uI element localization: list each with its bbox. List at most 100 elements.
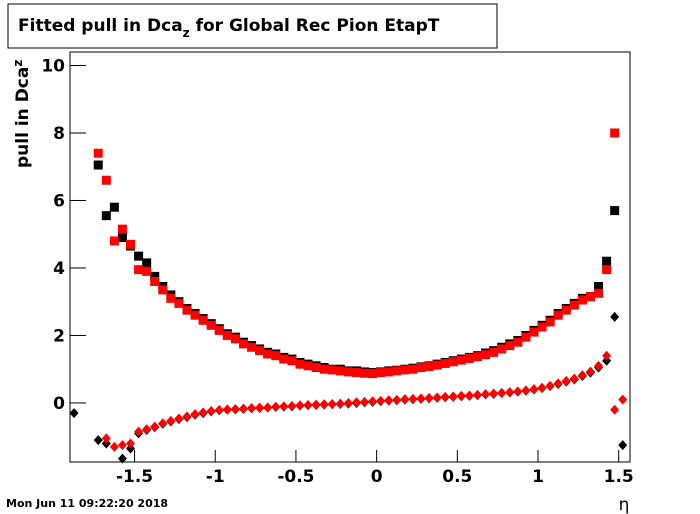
diamond-marker	[618, 394, 628, 405]
x-tick-label: -1.5	[116, 467, 153, 487]
diamond-marker	[327, 398, 337, 409]
square-marker	[537, 322, 547, 332]
square-marker	[553, 310, 563, 320]
y-label-sub: z	[11, 60, 25, 67]
chart-title: Fitted pull in Dcaz for Global Rec Pion …	[18, 16, 440, 40]
diamond-marker	[319, 399, 329, 410]
square-marker	[158, 285, 168, 295]
diamond-marker	[182, 411, 192, 422]
diamond-marker	[577, 370, 587, 381]
square-marker	[360, 368, 370, 378]
diamond-marker	[521, 385, 531, 396]
diamond-marker	[134, 426, 144, 437]
diamond-marker	[432, 392, 442, 403]
diamond-marker	[424, 392, 434, 403]
square-marker	[545, 317, 555, 327]
diamond-marker	[287, 400, 297, 411]
diamond-marker	[263, 402, 273, 413]
square-marker	[287, 356, 297, 366]
square-marker	[481, 350, 491, 360]
square-marker	[440, 358, 450, 368]
square-marker	[279, 354, 289, 364]
diamond-marker	[101, 433, 111, 444]
square-marker	[610, 128, 620, 138]
square-marker	[255, 346, 265, 356]
square-marker	[93, 148, 103, 158]
square-marker	[392, 366, 402, 376]
square-marker	[376, 368, 386, 378]
diamond-marker	[343, 397, 353, 408]
square-marker	[505, 341, 515, 351]
square-marker	[327, 365, 337, 375]
title-rest: for Global Rec Pion EtapT	[190, 16, 440, 36]
square-marker	[368, 369, 378, 379]
square-marker	[513, 337, 523, 347]
square-marker	[101, 211, 111, 221]
square-marker	[561, 305, 571, 315]
y-label-main: pull in Dca	[13, 67, 33, 168]
diamond-marker	[360, 396, 370, 407]
plot-area: -1.5 -1 -0.5 0 0.5 1 1.5 0 2 4 6 8 10	[41, 51, 634, 487]
x-tick-label: -0.5	[277, 467, 314, 487]
diamond-marker	[166, 415, 176, 426]
diamond-marker	[222, 404, 232, 415]
diamond-marker	[279, 401, 289, 412]
diamond-marker	[206, 406, 216, 417]
diamond-marker	[126, 443, 136, 454]
y-tick-label: 2	[53, 326, 65, 346]
diamond-marker	[142, 424, 152, 435]
square-marker	[432, 360, 442, 370]
diamond-marker	[497, 387, 507, 398]
square-marker	[602, 265, 612, 275]
footer-date: Mon Jun 11 09:22:20 2018	[6, 497, 168, 510]
diamond-marker	[295, 400, 305, 411]
square-marker	[585, 292, 595, 302]
diamond-marker	[351, 397, 361, 408]
diamond-marker	[230, 404, 240, 415]
title-sub: z	[183, 26, 190, 40]
diamond-marker	[198, 407, 208, 418]
y-tick-label: 10	[41, 56, 65, 76]
diamond-marker	[569, 373, 579, 384]
square-marker	[416, 363, 426, 373]
square-marker	[271, 351, 281, 361]
square-marker	[335, 366, 345, 376]
diamond-marker	[392, 394, 402, 405]
diamond-marker	[174, 413, 184, 424]
diamond-marker	[400, 394, 410, 405]
y-tick-label: 6	[53, 191, 65, 211]
diamond-marker	[448, 391, 458, 402]
square-marker	[577, 295, 587, 305]
square-marker	[521, 332, 531, 342]
plot-frame	[69, 51, 631, 463]
square-marker	[424, 362, 434, 372]
diamond-marker	[456, 390, 466, 401]
square-marker	[594, 288, 604, 298]
square-marker	[456, 355, 466, 365]
square-marker	[230, 334, 240, 344]
square-marker	[206, 320, 216, 330]
diamond-marker	[481, 389, 491, 400]
diamond-marker	[384, 395, 394, 406]
square-marker	[263, 349, 273, 359]
diamond-marker	[416, 393, 426, 404]
diamond-marker	[561, 376, 571, 387]
square-marker	[166, 293, 176, 303]
square-marker	[602, 256, 612, 266]
diamond-marker	[214, 405, 224, 416]
square-marker	[351, 368, 361, 378]
diamond-marker	[537, 382, 547, 393]
diamond-marker	[238, 403, 248, 414]
square-marker	[142, 266, 152, 276]
diamond-marker	[247, 403, 257, 414]
diamond-marker	[303, 399, 313, 410]
square-marker	[117, 224, 127, 234]
diamond-marker	[440, 391, 450, 402]
square-marker	[101, 175, 111, 185]
square-marker	[343, 367, 353, 377]
square-marker	[222, 330, 232, 340]
diamond-marker	[93, 435, 103, 446]
diamond-marker	[271, 401, 281, 412]
diamond-marker	[610, 404, 620, 415]
diamond-marker	[117, 453, 127, 464]
